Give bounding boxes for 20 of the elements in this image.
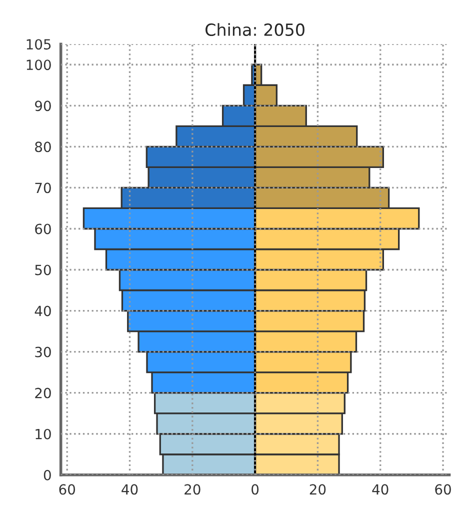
y-tick-label: 20: [35, 388, 51, 398]
chart-title: China: 2050: [206, 23, 304, 36]
y-tick-label: 10: [36, 428, 51, 440]
y-tick-label: 0: [44, 470, 51, 480]
y-tick-label: 60: [35, 224, 51, 234]
x-tick-label: 60: [59, 484, 76, 495]
y-tick-label: 30: [35, 346, 51, 358]
x-tick-label: 60: [435, 484, 451, 495]
y-tick-label: 50: [35, 264, 51, 276]
y-tick-label: 40: [34, 306, 51, 316]
x-tick-label: 0: [252, 484, 259, 495]
y-tick-label: 105: [26, 39, 51, 50]
x-tick-label: 40: [122, 484, 138, 495]
y-tick-label: 80: [35, 142, 51, 152]
y-tick-label: 90: [35, 100, 51, 112]
x-tick-label: 20: [184, 484, 200, 495]
x-tick-label: 20: [310, 484, 326, 495]
x-tick-label: 40: [372, 484, 388, 495]
y-tick-label: 100: [26, 60, 51, 70]
y-tick-label: 70: [35, 182, 51, 194]
